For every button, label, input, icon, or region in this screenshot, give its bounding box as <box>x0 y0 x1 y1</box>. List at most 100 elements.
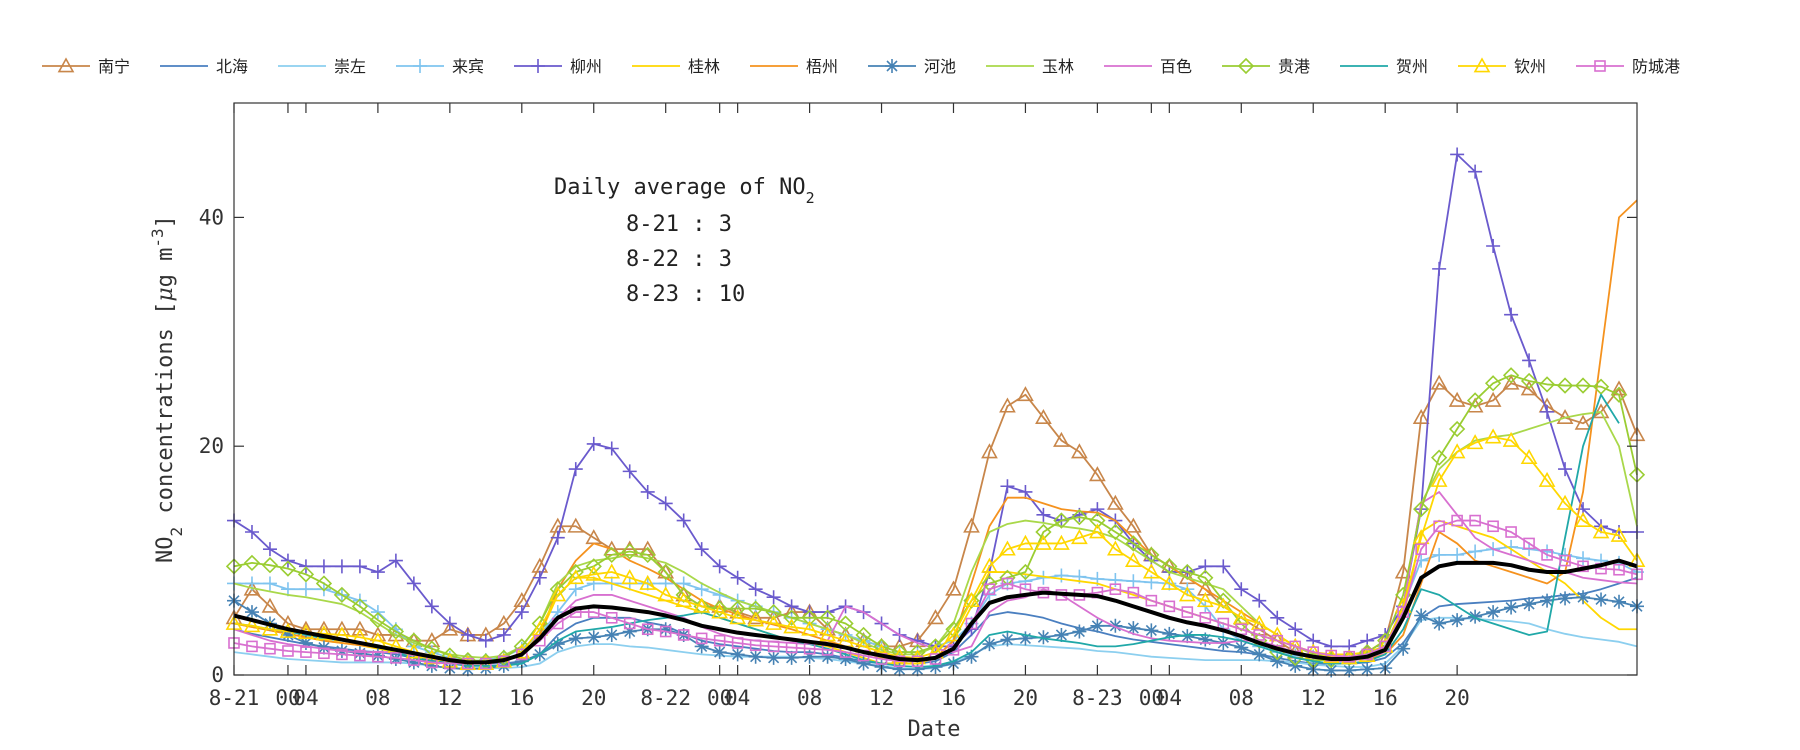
data-point <box>1017 563 1034 581</box>
data-point <box>1071 529 1088 545</box>
data-point <box>1574 377 1592 394</box>
data-point <box>549 586 567 602</box>
data-point <box>1053 512 1070 529</box>
legend-label: 防城港 <box>1632 57 1680 76</box>
data-point <box>1450 547 1465 562</box>
data-point <box>1107 494 1124 510</box>
data-point <box>568 582 583 597</box>
data-point <box>1574 511 1592 527</box>
data-point <box>567 517 585 533</box>
data-point <box>1468 609 1483 624</box>
data-point <box>550 637 565 652</box>
legend-label: 柳州 <box>570 57 602 76</box>
x-tick-label: 20 <box>1444 686 1469 710</box>
data-point <box>567 569 585 585</box>
data-point <box>1592 378 1610 395</box>
data-point <box>1253 629 1266 641</box>
data-point <box>243 617 261 633</box>
y-tick-label: 0 <box>211 663 224 687</box>
data-point <box>244 525 259 539</box>
legend-marker <box>57 57 75 73</box>
data-point <box>747 609 764 625</box>
data-point <box>712 645 727 660</box>
data-point <box>316 559 331 574</box>
data-point <box>1125 551 1142 567</box>
data-point <box>749 639 762 652</box>
legend-item: 防城港 <box>1576 57 1680 76</box>
data-point <box>280 627 295 642</box>
data-point <box>1538 471 1556 487</box>
data-point <box>586 436 601 451</box>
legend-item: 来宾 <box>396 57 484 76</box>
data-point <box>1252 593 1267 608</box>
data-point <box>531 620 549 636</box>
data-point <box>1145 594 1158 607</box>
data-point <box>1592 523 1610 539</box>
data-point <box>765 614 782 630</box>
svg-text:Daily average of NO2: Daily average of NO2 <box>554 175 815 207</box>
data-point <box>1559 554 1571 567</box>
data-point <box>1181 606 1194 618</box>
data-point <box>1197 569 1214 586</box>
data-point <box>1540 404 1555 419</box>
x-tick-label: 00 <box>707 686 732 710</box>
data-point <box>873 643 890 659</box>
data-point <box>1089 466 1106 482</box>
data-point <box>1234 582 1249 597</box>
data-point <box>712 559 727 574</box>
data-point <box>405 632 423 649</box>
data-point <box>1541 549 1553 561</box>
legend-label: 南宁 <box>98 57 130 76</box>
data-point <box>567 563 584 581</box>
x-tick-label: 04 <box>293 686 318 710</box>
data-point <box>694 582 709 597</box>
data-point <box>641 623 654 636</box>
data-point <box>1143 546 1160 564</box>
data-point <box>802 649 817 664</box>
data-point <box>1160 574 1178 590</box>
data-point <box>1448 391 1466 407</box>
data-point <box>659 625 672 638</box>
x-tick-label: 12 <box>437 686 462 710</box>
data-point <box>1592 403 1610 419</box>
data-point <box>262 542 277 557</box>
data-point <box>963 517 980 533</box>
data-point <box>1520 380 1538 396</box>
data-point <box>1431 449 1448 466</box>
data-point <box>731 637 744 649</box>
x-tick-label: 16 <box>509 686 534 710</box>
data-point <box>694 639 709 654</box>
data-point <box>297 566 315 583</box>
data-point <box>1486 605 1501 620</box>
data-point <box>1271 634 1284 647</box>
daily-average-annotation: Daily average of NO2 8-21 : 3 8-22 : 3 8… <box>554 175 815 307</box>
series-layer <box>225 147 1646 678</box>
data-point <box>1360 662 1375 677</box>
data-point <box>1610 526 1628 542</box>
data-point <box>982 637 997 652</box>
data-point <box>1053 534 1070 550</box>
x-tick-label: 00 <box>275 686 300 710</box>
data-point <box>1502 367 1520 384</box>
data-point <box>1000 632 1015 647</box>
data-point <box>1448 443 1466 459</box>
data-point <box>351 620 369 636</box>
data-point <box>658 496 673 511</box>
data-point <box>695 632 708 645</box>
data-point <box>1125 517 1142 533</box>
x-tick-label: 08 <box>797 686 822 710</box>
data-point <box>1126 621 1141 636</box>
data-point <box>621 543 638 560</box>
data-point <box>1612 594 1627 609</box>
data-point <box>1180 629 1195 644</box>
data-point <box>1520 372 1538 390</box>
data-point <box>1484 391 1502 407</box>
legend-item: 崇左 <box>278 57 366 76</box>
data-point <box>730 647 745 662</box>
data-point <box>1432 547 1447 562</box>
data-point <box>783 609 800 626</box>
plot-frame <box>233 102 1638 676</box>
data-point <box>354 649 366 662</box>
data-point <box>1127 586 1140 599</box>
annotation-title: Daily average of NO <box>554 175 806 200</box>
